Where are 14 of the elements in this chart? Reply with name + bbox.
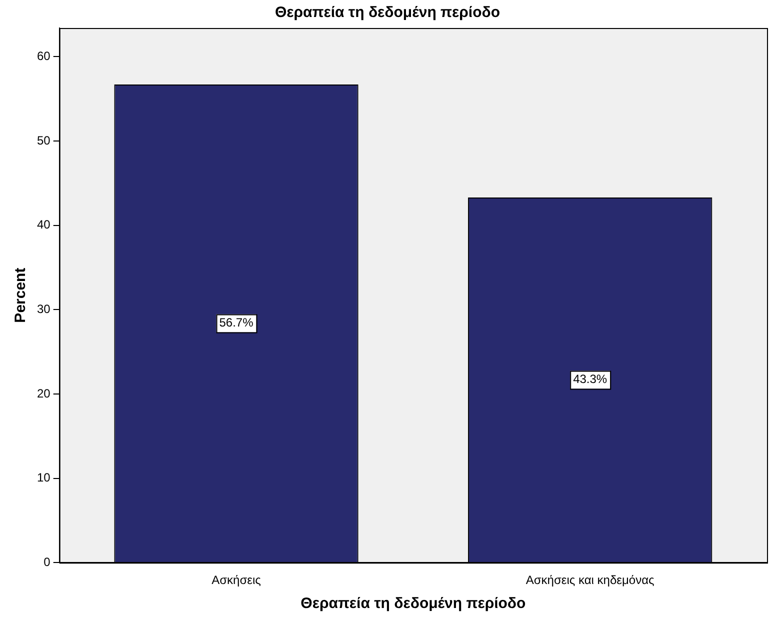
- x-tick-label: Ασκήσεις: [212, 573, 262, 588]
- y-tick-label: 10: [36, 470, 51, 485]
- y-tick-label: 60: [36, 48, 51, 63]
- y-tick-label: 0: [44, 554, 51, 569]
- chart-title: Θεραπεία τη δεδομένη περίοδο: [274, 4, 500, 22]
- y-axis-title: Percent: [12, 268, 30, 323]
- y-tick-label: 30: [36, 302, 51, 316]
- y-tick-label: 20: [36, 386, 51, 400]
- y-tick-label: 50: [36, 133, 51, 148]
- x-axis-title: Θεραπεία τη δεδομένη περίοδο: [300, 595, 526, 612]
- y-tick-label: 40: [36, 218, 51, 232]
- x-tick-label: Ασκήσεις και κηδεμόνας: [526, 573, 655, 588]
- data-label: 56.7%: [219, 316, 254, 330]
- data-label: 43.3%: [573, 372, 608, 386]
